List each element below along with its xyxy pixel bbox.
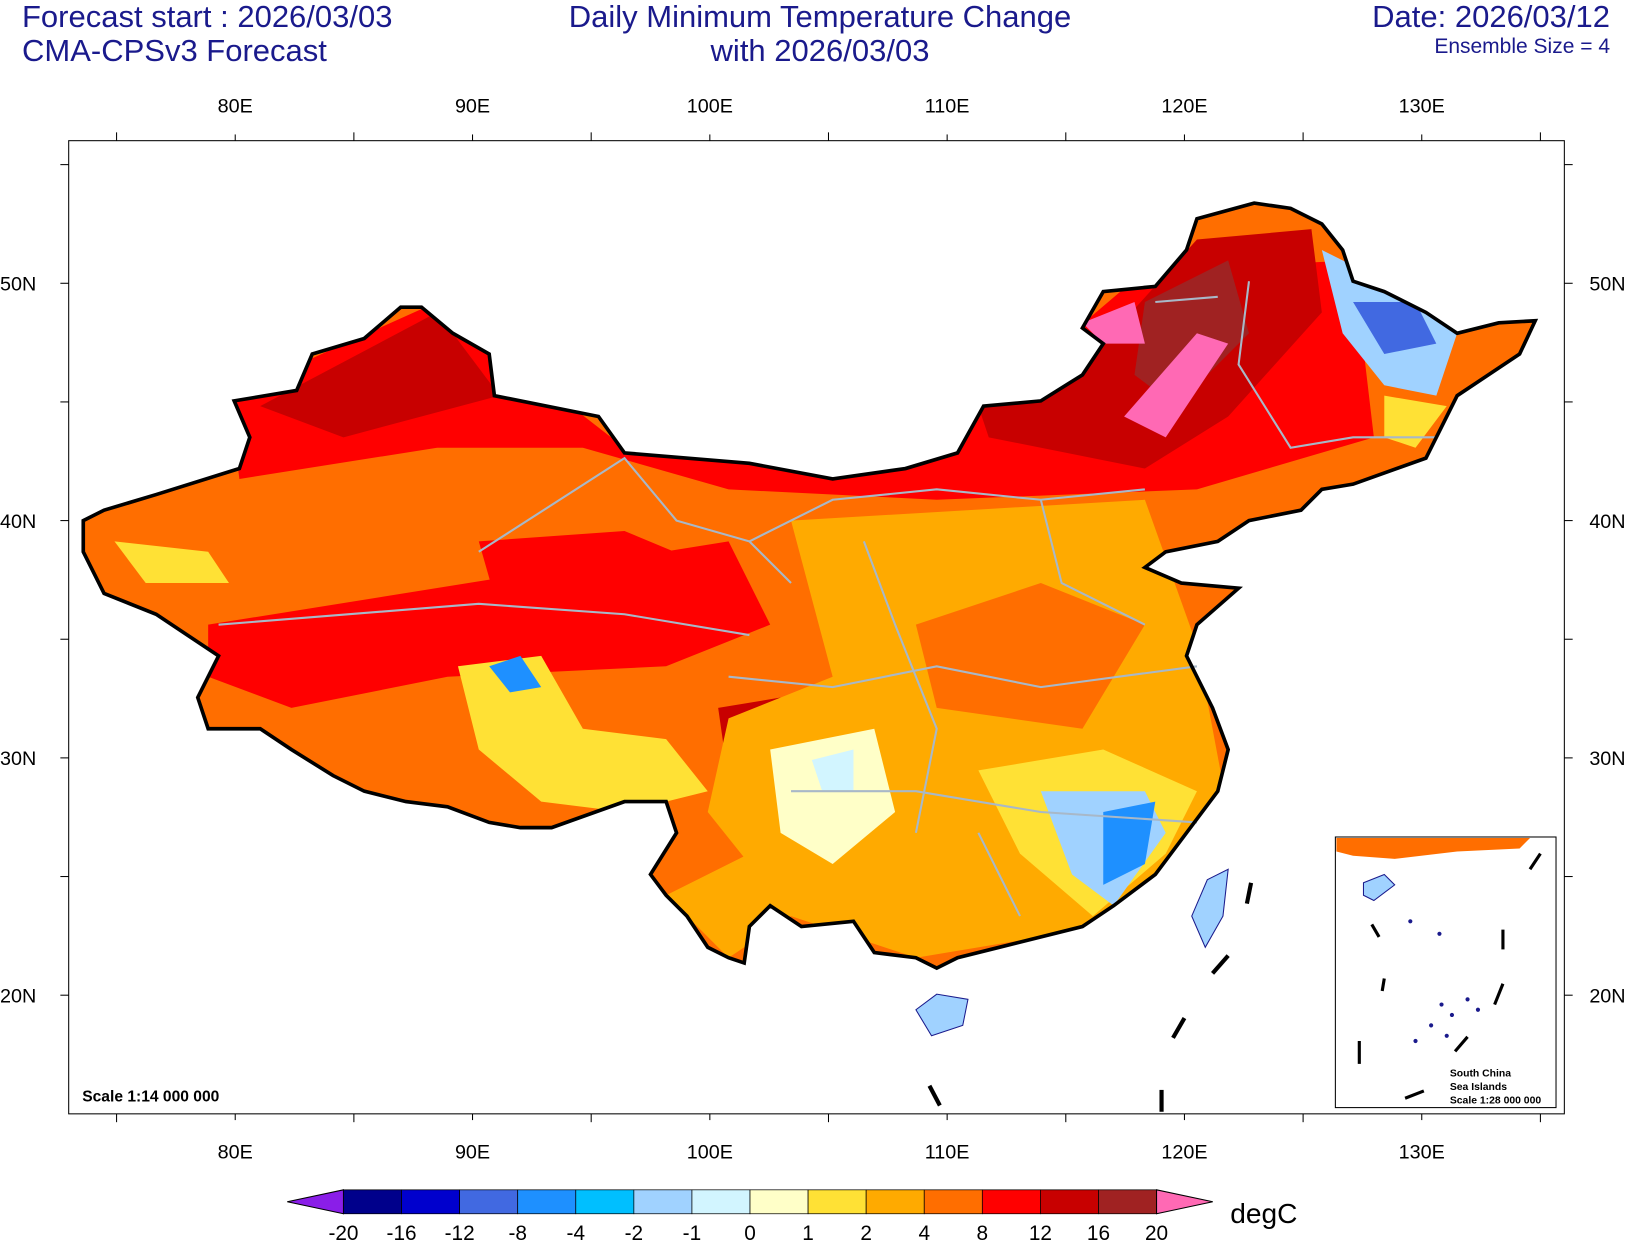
colorbar-label: 1 <box>802 1222 814 1241</box>
taiwan-island <box>1191 868 1229 949</box>
lat-label-left: 40N <box>0 511 36 533</box>
inset-label-2: Sea Islands <box>1450 1082 1507 1093</box>
lon-label-bottom: 110E <box>925 1142 970 1164</box>
colorbar-label: -16 <box>387 1222 417 1241</box>
colorbar-swatch <box>981 1189 1041 1215</box>
lon-label-top: 100E <box>687 96 733 118</box>
colorbar-label: -8 <box>508 1222 527 1241</box>
province-borders <box>218 281 1437 917</box>
axis-ticks <box>60 132 1573 1123</box>
colorbar-label: 20 <box>1145 1222 1168 1241</box>
colorbar-swatch <box>575 1189 635 1215</box>
colorbar-swatch <box>459 1189 519 1215</box>
title-line-1: Daily Minimum Temperature Change <box>568 0 1072 34</box>
lon-label-top: 120E <box>1161 96 1207 118</box>
lat-label-right: 20N <box>1589 985 1625 1007</box>
colorbar-label: -2 <box>625 1222 644 1241</box>
lon-label-top: 90E <box>455 96 490 118</box>
lat-label-left: 30N <box>0 748 36 770</box>
lat-label-left: 50N <box>0 274 36 296</box>
colorbar-label: -4 <box>567 1222 586 1241</box>
colorbar-swatch <box>1040 1189 1099 1215</box>
colorbar-label: -12 <box>445 1222 475 1241</box>
colorbar-swatch <box>865 1189 925 1215</box>
colorbar-swatch <box>517 1189 577 1215</box>
colorbar-swatch <box>401 1189 460 1215</box>
lat-label-right: 30N <box>1589 748 1625 770</box>
forecast-start: Forecast start : 2026/03/03 <box>22 0 393 34</box>
colorbar-label: -1 <box>683 1222 702 1241</box>
lon-label-bottom: 100E <box>687 1142 733 1164</box>
colorbar-label: 0 <box>744 1222 756 1241</box>
inset-label-1: South China <box>1450 1068 1511 1079</box>
colorbar-label: -20 <box>328 1222 358 1241</box>
colorbar-swatch <box>923 1189 983 1215</box>
colorbar-unit: degC <box>1230 1198 1297 1229</box>
colorbar-low-arrow <box>287 1189 344 1215</box>
lon-label-top: 80E <box>218 96 253 118</box>
map-scale: Scale 1:14 000 000 <box>82 1088 219 1105</box>
valid-date: Date: 2026/03/12 <box>1372 0 1610 34</box>
colorbar-swatch <box>691 1189 751 1215</box>
colorbar-swatch <box>807 1189 867 1215</box>
colorbar-label: 4 <box>918 1222 930 1241</box>
map-frame <box>68 140 1565 1115</box>
lon-label-bottom: 120E <box>1161 1142 1207 1164</box>
ensemble-size: Ensemble Size = 4 <box>1434 35 1610 58</box>
colorbar-swatch <box>633 1189 693 1215</box>
header-left: Forecast start : 2026/03/03 CMA-CPSv3 Fo… <box>22 0 393 68</box>
colorbar: -20 -16 -12 -8 -4 -2 -1 0 1 2 4 8 12 16 20 <box>287 1189 1213 1241</box>
colorbar-label: 12 <box>1029 1222 1052 1241</box>
lon-label-top: 110E <box>925 96 970 118</box>
map-title: Daily Minimum Temperature Change with 20… <box>520 0 1120 68</box>
inset-scale: Scale 1:28 000 000 <box>1450 1095 1542 1106</box>
lat-label-right: 40N <box>1589 511 1625 533</box>
header-right: Date: 2026/03/12 Ensemble Size = 4 <box>1372 0 1610 60</box>
colorbar-label: 16 <box>1087 1222 1110 1241</box>
title-line-2: with 2026/03/03 <box>710 33 930 68</box>
colorbar-label: 2 <box>860 1222 872 1241</box>
colorbar-high-arrow <box>1156 1189 1213 1215</box>
lon-label-bottom: 90E <box>455 1142 490 1164</box>
model-name: CMA-CPSv3 Forecast <box>22 33 327 68</box>
colorbar-swatch <box>749 1189 809 1215</box>
lat-label-left: 20N <box>0 985 36 1007</box>
lon-label-bottom: 130E <box>1399 1142 1445 1164</box>
south-china-sea-inset: South China Sea Islands Scale 1:28 000 0… <box>1334 836 1557 1109</box>
colorbar-label: 8 <box>977 1222 989 1241</box>
nine-dash-line <box>927 882 1254 1112</box>
colorbar-swatch <box>343 1189 402 1215</box>
lat-label-right: 50N <box>1589 274 1625 296</box>
lon-label-top: 130E <box>1399 96 1445 118</box>
lon-label-bottom: 80E <box>218 1142 253 1164</box>
hainan-island <box>915 993 969 1037</box>
colorbar-swatch <box>1098 1189 1157 1215</box>
